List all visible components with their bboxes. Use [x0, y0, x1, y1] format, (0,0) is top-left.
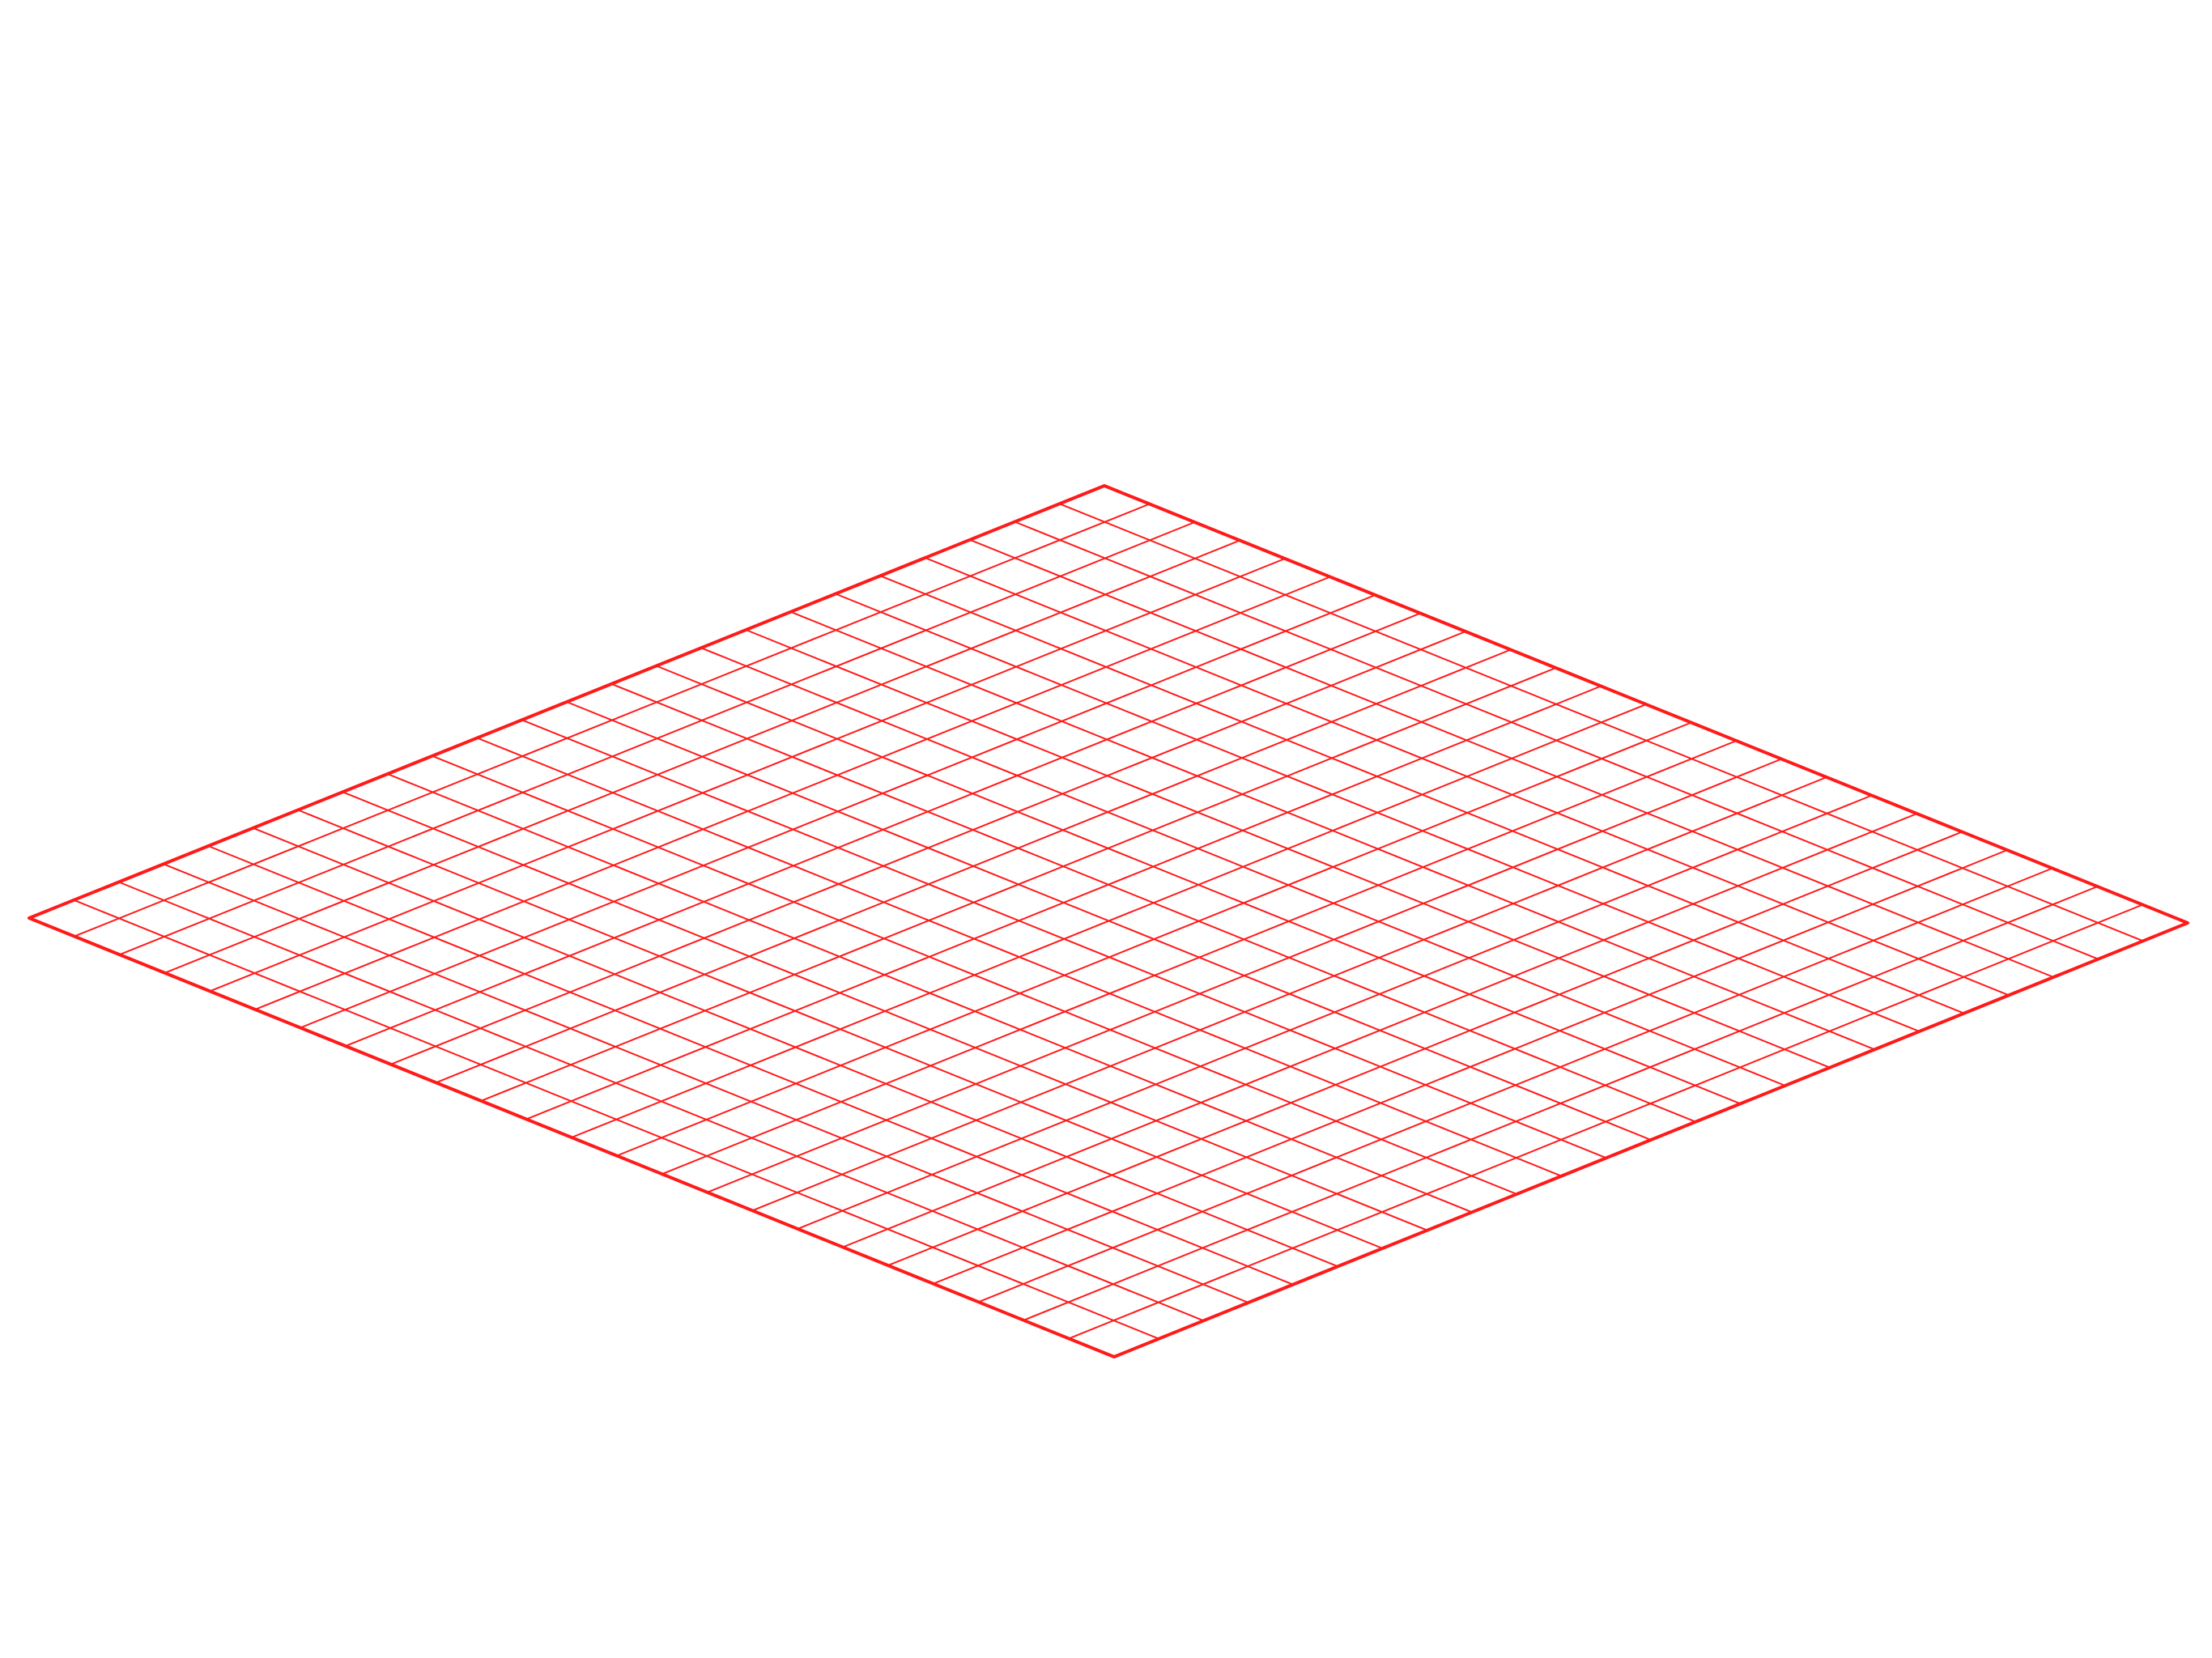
- grid-line-b: [118, 881, 1204, 1322]
- grid-line-b: [790, 610, 1875, 1051]
- grid-line-b: [432, 755, 1517, 1195]
- grid-line-b: [1059, 503, 2144, 942]
- grid-line-b: [969, 538, 2054, 978]
- grid-line-b: [476, 737, 1562, 1177]
- grid-line-b: [656, 665, 1741, 1105]
- grid-line-b: [745, 629, 1831, 1069]
- grid-line-b: [387, 773, 1473, 1214]
- grid-line-b: [521, 719, 1607, 1159]
- grid-line-b: [297, 809, 1383, 1249]
- grid-line-b: [163, 863, 1249, 1303]
- grid-line-b: [207, 845, 1294, 1286]
- grid-line-b: [566, 701, 1652, 1141]
- grid-line-b: [610, 682, 1696, 1123]
- grid-line-b: [73, 899, 1159, 1340]
- grid-line-b: [925, 557, 2010, 997]
- grid-line-b: [700, 647, 1786, 1086]
- grid-line-b: [1014, 521, 2099, 960]
- grid-line-b: [879, 575, 1965, 1014]
- grid-line-b: [835, 593, 1920, 1032]
- grid-outline: [28, 484, 2189, 1358]
- grid-line-b: [342, 791, 1428, 1231]
- grid-line-b: [253, 827, 1338, 1268]
- grid-lines: [73, 503, 2144, 1340]
